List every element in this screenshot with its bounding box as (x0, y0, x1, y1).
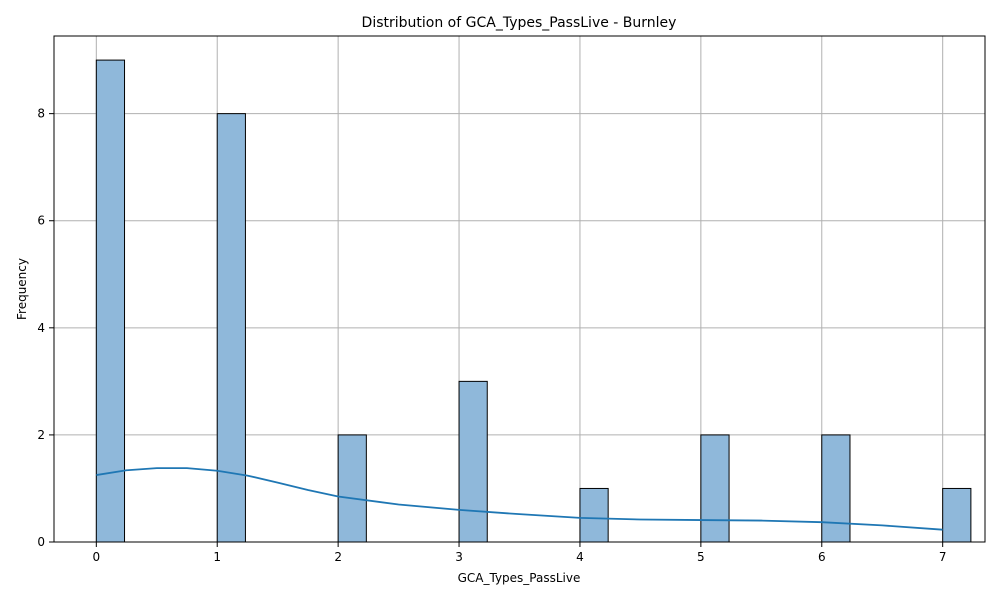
x-axis-label: GCA_Types_PassLive (458, 571, 581, 585)
chart-title: Distribution of GCA_Types_PassLive - Bur… (362, 15, 677, 31)
y-axis-label: Frequency (15, 258, 29, 320)
y-tick-label: 2 (37, 428, 45, 442)
histogram-bar (337, 434, 367, 543)
histogram-bars (95, 59, 972, 543)
y-tick-label: 6 (37, 214, 45, 228)
y-tick-label: 4 (37, 321, 45, 335)
y-axis-ticks: 0 2 4 6 8 (37, 107, 54, 549)
histogram-bar (821, 434, 851, 543)
x-tick-label: 5 (697, 550, 705, 564)
kde-curve (96, 467, 943, 531)
plot-frame (53, 35, 986, 543)
histogram-bar (216, 113, 246, 543)
x-tick-label: 0 (92, 550, 100, 564)
histogram-bar (95, 59, 126, 543)
histogram-bar (579, 487, 609, 543)
y-tick-label: 8 (37, 107, 45, 121)
x-tick-label: 7 (939, 550, 947, 564)
histogram-bar (942, 487, 972, 543)
x-tick-label: 3 (455, 550, 463, 564)
x-axis-ticks: 0 1 2 3 4 5 6 7 (92, 542, 947, 564)
y-tick-label: 0 (37, 535, 45, 549)
histogram-bar (458, 380, 488, 543)
x-tick-label: 2 (334, 550, 342, 564)
x-tick-label: 6 (818, 550, 826, 564)
histogram-bar (700, 434, 730, 543)
x-tick-label: 1 (213, 550, 221, 564)
x-tick-label: 4 (576, 550, 584, 564)
